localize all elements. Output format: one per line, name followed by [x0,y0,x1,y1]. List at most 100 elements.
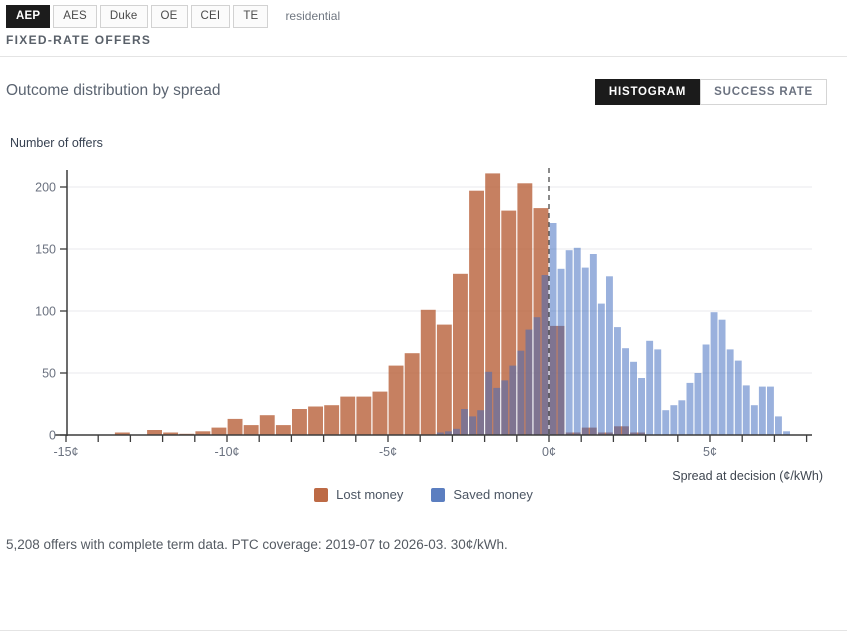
tab-cei[interactable]: CEI [190,5,231,28]
bar-saved-money[interactable] [445,431,452,435]
bar-lost-money[interactable] [356,396,372,435]
legend-swatch [314,487,329,502]
bar-saved-money[interactable] [767,386,774,435]
bar-saved-money[interactable] [758,386,766,435]
bar-lost-money[interactable] [485,173,501,435]
bar-saved-money[interactable] [469,416,476,435]
y-axis-title: Number of offers [10,136,103,150]
bar-saved-money[interactable] [646,340,654,435]
x-axis-title: Spread at decision (¢/kWh) [672,469,823,483]
bar-saved-money[interactable] [606,276,613,435]
tab-aep[interactable]: AEP [6,5,51,28]
bar-lost-money[interactable] [581,427,597,435]
bar-saved-money[interactable] [734,360,742,435]
residential-label: residential [285,9,341,24]
bar-lost-money[interactable] [388,365,404,435]
histogram-svg: 0 50 100 150 200 -15¢ -10¢ -5¢ 0¢ 5¢ [35,168,812,459]
tab-te[interactable]: TE [233,5,269,28]
bar-saved-money[interactable] [622,348,629,435]
legend-item-lost-money[interactable]: Lost money [314,487,403,502]
bar-saved-money[interactable] [694,373,702,435]
bar-saved-money[interactable] [742,385,750,435]
bar-saved-money[interactable] [549,223,557,435]
bar-lost-money[interactable] [163,432,179,436]
bar-lost-money[interactable] [630,432,645,436]
bar-lost-money[interactable] [195,431,211,435]
bar-saved-money[interactable] [726,349,734,435]
bar-saved-money[interactable] [678,400,686,435]
tab-duke[interactable]: Duke [99,5,148,28]
x-tick-label: -5¢ [379,445,397,459]
bar-saved-money[interactable] [638,378,645,435]
bar-saved-money[interactable] [436,432,444,436]
bar-lost-money[interactable] [340,396,356,435]
bar-saved-money[interactable] [509,365,517,435]
bar-saved-money[interactable] [654,349,662,435]
legend-label: Lost money [336,487,404,502]
bar-lost-money[interactable] [404,353,420,435]
top-divider [0,56,847,57]
bar-lost-money[interactable] [469,190,484,435]
bar-lost-money[interactable] [292,409,307,435]
legend-swatch [431,487,446,502]
bar-saved-money[interactable] [630,361,637,435]
bar-saved-money[interactable] [710,312,718,435]
bar-saved-money[interactable] [750,405,758,435]
bar-saved-money[interactable] [565,250,573,435]
bar-lost-money[interactable] [420,309,436,435]
x-tick-label: 5¢ [703,445,717,459]
tab-aes[interactable]: AES [53,5,97,28]
bar-lost-money[interactable] [114,432,130,436]
bar-lost-money[interactable] [614,426,629,435]
chart-area: 0 50 100 150 200 -15¢ -10¢ -5¢ 0¢ 5¢ [0,155,847,460]
bar-lost-money[interactable] [436,324,452,435]
bar-saved-money[interactable] [517,350,525,435]
tab-oe[interactable]: OE [150,5,188,28]
bottom-divider [0,630,847,631]
bar-lost-money[interactable] [565,432,581,436]
bar-saved-money[interactable] [461,409,468,435]
bar-saved-money[interactable] [501,380,509,435]
toggle-success-rate[interactable]: SUCCESS RATE [700,79,827,105]
bar-lost-money[interactable] [372,391,388,435]
bar-saved-money[interactable] [783,431,790,435]
bar-lost-money[interactable] [243,425,259,435]
bar-saved-money[interactable] [670,405,678,435]
bar-saved-money[interactable] [662,410,670,435]
bar-saved-money[interactable] [589,254,597,435]
bar-saved-money[interactable] [541,275,549,435]
bar-saved-money[interactable] [525,329,533,435]
toggle-histogram[interactable]: HISTOGRAM [594,79,701,105]
footer-note: 5,208 offers with complete term data. PT… [6,537,508,552]
utility-tabstrip: AEP AES Duke OE CEI TE residential [6,5,340,28]
bar-saved-money[interactable] [557,268,565,435]
bar-lost-money[interactable] [211,427,227,435]
legend-item-saved-money[interactable]: Saved money [431,487,533,502]
chart-legend: Lost money Saved money [0,487,847,502]
bar-lost-money[interactable] [275,425,291,435]
bar-saved-money[interactable] [597,303,605,435]
bar-saved-money[interactable] [614,327,621,435]
bar-lost-money[interactable] [227,418,243,435]
y-tick-label: 50 [42,367,56,381]
bar-saved-money[interactable] [573,247,581,435]
legend-label: Saved money [453,487,533,502]
bar-saved-money[interactable] [581,267,589,435]
bar-saved-money[interactable] [485,371,493,435]
bar-saved-money[interactable] [477,410,485,435]
bar-lost-money[interactable] [324,405,340,435]
bar-saved-money[interactable] [493,387,501,435]
bar-saved-money[interactable] [453,428,460,435]
bar-saved-money[interactable] [702,344,710,436]
bar-saved-money[interactable] [718,319,726,435]
bar-saved-money[interactable] [775,416,782,435]
bar-saved-money[interactable] [533,317,541,435]
bar-saved-money[interactable] [686,382,694,435]
bar-lost-money[interactable] [453,273,468,435]
bar-lost-money[interactable] [308,406,323,436]
bar-lost-money[interactable] [259,415,275,435]
bar-lost-money[interactable] [597,432,613,436]
bar-lost-money[interactable] [147,430,162,435]
x-tick-label: -10¢ [214,445,239,459]
